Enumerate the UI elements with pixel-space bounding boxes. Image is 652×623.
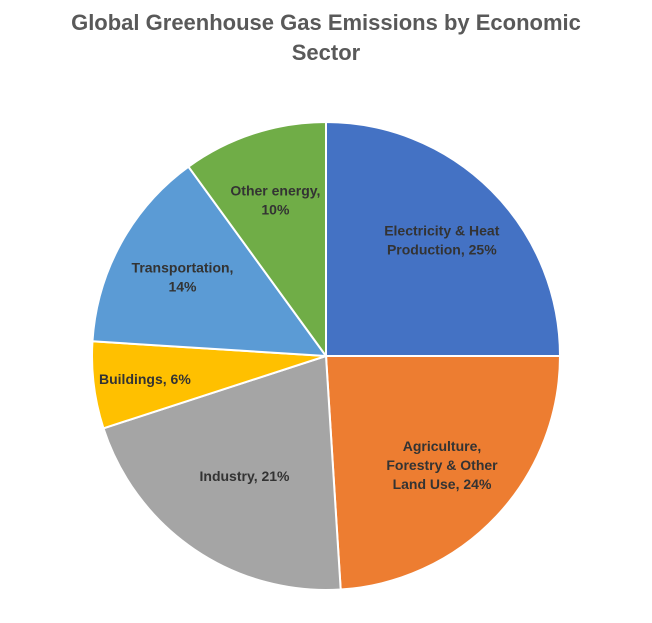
pie-label-line: Production, 25% xyxy=(387,242,497,258)
pie-label-other-energy: Other energy, 10% xyxy=(230,183,320,218)
chart-title-line-2: Sector xyxy=(291,40,361,65)
pie-label-line: Forestry & Other xyxy=(386,457,498,473)
pie-label-line: Other energy, xyxy=(230,183,320,199)
pie-label-line: 10% xyxy=(261,202,290,218)
pie-label-line: Transportation, xyxy=(132,260,234,276)
pie-labels: Electricity & Heat Production, 25% Agricul… xyxy=(99,183,500,492)
pie-label-line: 14% xyxy=(168,279,197,295)
pie-label-transportation: Transportation, 14% xyxy=(132,260,234,295)
pie-label-line: Buildings, 6% xyxy=(99,371,191,387)
pie-slice-electricity-heat-production xyxy=(325,120,562,357)
pie-slice-other-energy xyxy=(187,120,327,360)
pie-label-buildings: Buildings, 6% xyxy=(99,371,191,387)
pie-label-line: Industry, 21% xyxy=(200,468,291,484)
pie-slice-agriculture-forestry-other-land-use xyxy=(324,355,562,591)
pie-label-line: Land Use, 24% xyxy=(393,476,492,492)
chart-title-line-1: Global Greenhouse Gas Emissions by Econo… xyxy=(71,10,581,35)
pie-slices xyxy=(91,120,562,591)
pie-label-agriculture-forestry-other-land-use: Agriculture, Forestry & Other Land Use, 24… xyxy=(386,438,498,492)
chart-title: Global Greenhouse Gas Emissions by Econo… xyxy=(0,8,652,68)
pie-label-electricity-heat-production: Electricity & Heat Production, 25% xyxy=(384,223,499,258)
pie-label-industry: Industry, 21% xyxy=(200,468,291,484)
pie-label-line: Electricity & Heat xyxy=(384,223,499,239)
pie-label-line: Agriculture, xyxy=(403,438,482,454)
pie-slice-transportation xyxy=(91,165,329,358)
pie-slice-industry xyxy=(102,354,342,591)
